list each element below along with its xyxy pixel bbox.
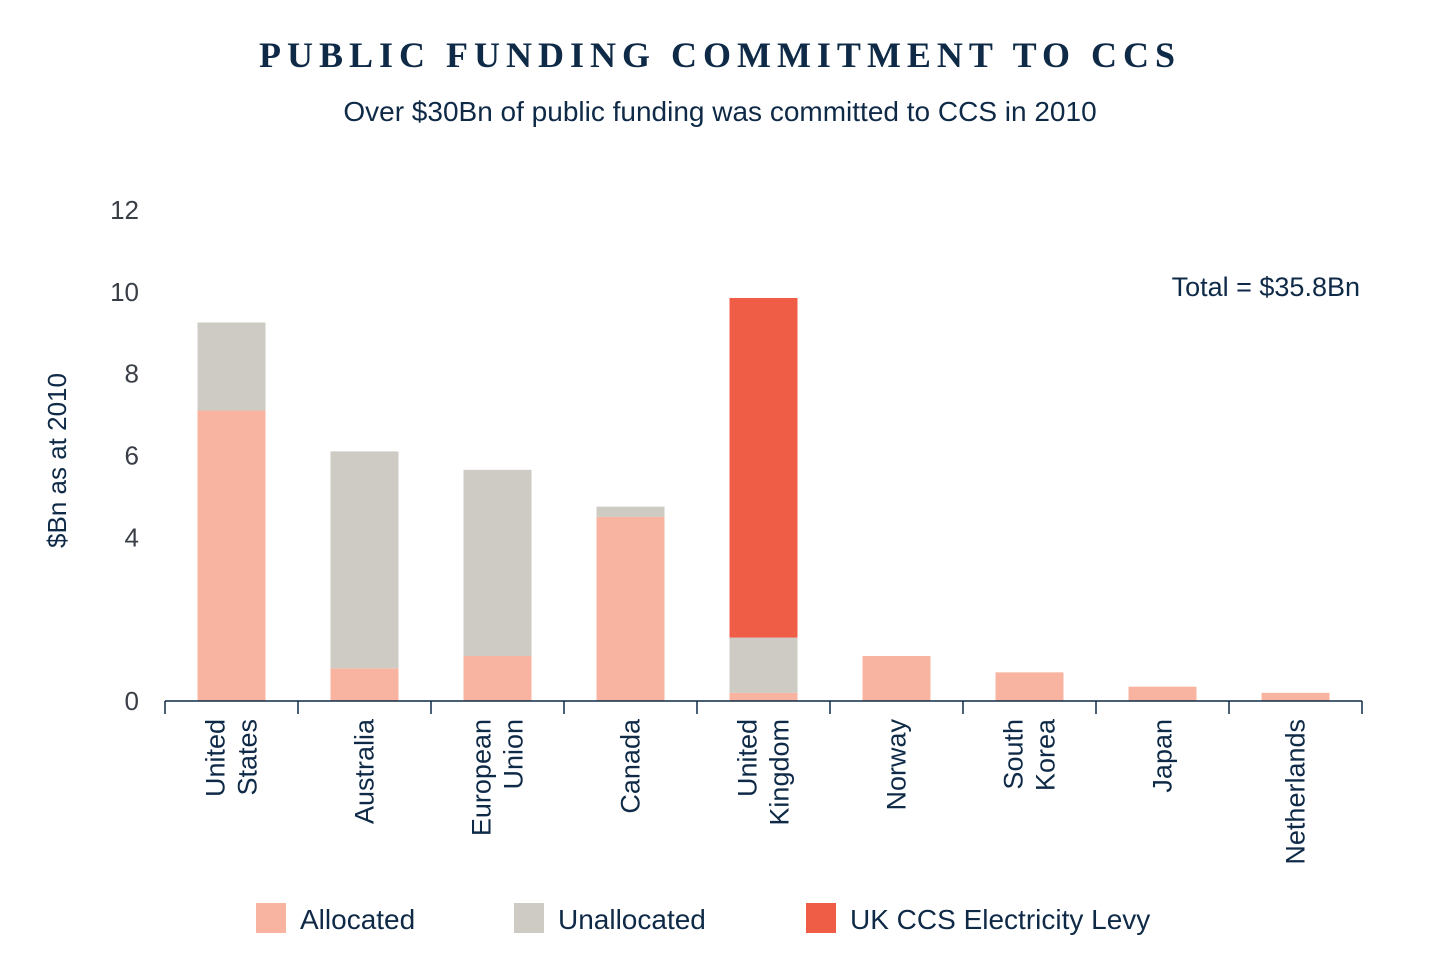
category-label-line: Japan	[1148, 719, 1178, 793]
bar-allocated-1	[330, 668, 399, 701]
category-label-line: Korea	[1031, 718, 1061, 791]
chart-title: PUBLIC FUNDING COMMITMENT TO CCS	[258, 35, 1182, 75]
bar-unallocated-2	[463, 469, 532, 656]
category-label-line: Australia	[350, 718, 380, 824]
category-label-line: States	[233, 719, 263, 796]
bar-unallocated-3	[596, 506, 665, 517]
legend-label-unallocated: Unallocated	[558, 904, 706, 935]
category-label: Norway	[882, 719, 912, 811]
bar-allocated-5	[862, 655, 931, 701]
category-label: Australia	[350, 718, 380, 824]
y-axis-title: $Bn as at 2010	[42, 373, 72, 548]
chart-subtitle: Over $30Bn of public funding was committ…	[343, 96, 1097, 127]
bar-allocated-2	[463, 655, 532, 701]
legend-swatch-levy	[806, 903, 836, 933]
bar-allocated-0	[197, 410, 266, 701]
bar-allocated-8	[1261, 692, 1330, 701]
category-label-line: Canada	[616, 718, 646, 814]
category-label-line: Norway	[882, 719, 912, 811]
category-label: UnitedKingdom	[733, 719, 795, 826]
category-label: UnitedStates	[201, 719, 263, 797]
legend-swatch-unallocated	[514, 903, 544, 933]
category-label-line: United	[201, 719, 231, 797]
category-label-line: United	[733, 719, 763, 797]
y-tick-label: 4	[125, 522, 139, 552]
category-label: SouthKorea	[999, 718, 1061, 791]
y-tick-label: 12	[110, 195, 139, 225]
bar-allocated-4	[729, 692, 798, 701]
bar-uk-ccs-electricity-levy-4	[729, 297, 798, 638]
legend-swatch-allocated	[256, 903, 286, 933]
bar-unallocated-0	[197, 322, 266, 411]
category-label-line: Kingdom	[765, 719, 795, 826]
category-label: Japan	[1148, 719, 1178, 793]
category-label: Canada	[616, 718, 646, 814]
y-tick-label: 8	[125, 359, 139, 389]
total-annotation: Total = $35.8Bn	[1172, 272, 1360, 302]
category-label: Netherlands	[1281, 719, 1311, 865]
legend-label-levy: UK CCS Electricity Levy	[850, 904, 1150, 935]
bar-allocated-3	[596, 516, 665, 701]
category-label-line: South	[999, 719, 1029, 790]
bar-unallocated-1	[330, 451, 399, 669]
y-tick-label: 0	[125, 686, 139, 716]
bar-unallocated-4	[729, 637, 798, 693]
category-label-line: Union	[499, 719, 529, 790]
y-tick-label: 6	[125, 441, 139, 471]
y-tick-label: 10	[110, 277, 139, 307]
bar-allocated-6	[995, 672, 1064, 701]
bar-allocated-7	[1128, 686, 1197, 701]
legend-label-allocated: Allocated	[300, 904, 415, 935]
category-label-line: European	[467, 719, 497, 836]
category-label: EuropeanUnion	[467, 719, 529, 836]
category-label-line: Netherlands	[1281, 719, 1311, 865]
